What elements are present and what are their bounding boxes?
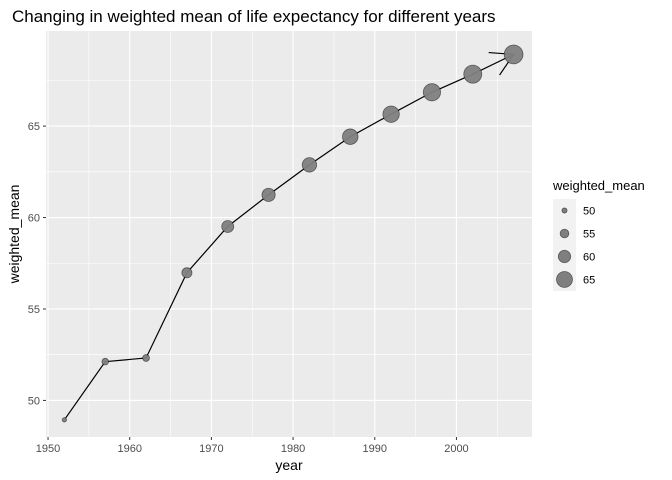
data-point <box>382 105 400 123</box>
legend-title: weighted_mean <box>552 178 645 193</box>
data-point <box>142 354 150 362</box>
legend-label: 55 <box>583 229 595 241</box>
x-tick-label: 1970 <box>199 443 223 455</box>
legend-label: 65 <box>583 275 595 287</box>
data-point <box>422 83 441 102</box>
legend-label: 50 <box>583 206 595 218</box>
legend-key-point <box>559 228 570 239</box>
series-layer <box>61 44 524 423</box>
data-point <box>221 220 235 233</box>
y-axis-title: weighted_mean <box>6 185 22 285</box>
x-tick-label: 1950 <box>36 443 60 455</box>
data-point <box>463 64 483 84</box>
data-point <box>61 417 67 423</box>
plot-panel <box>46 31 532 437</box>
x-tick-label: 1980 <box>281 443 305 455</box>
data-point <box>342 128 359 145</box>
data-point <box>301 157 318 173</box>
axis-ticks: 1950 1960 1970 1980 1990 2000 50 55 60 65 <box>28 121 469 455</box>
legend-key-point <box>557 249 572 264</box>
x-tick-label: 1990 <box>363 443 387 455</box>
data-point <box>503 44 524 65</box>
legend-label: 60 <box>583 252 595 264</box>
data-point <box>261 187 276 202</box>
legend-key-point <box>561 207 568 214</box>
legend-key-point <box>556 271 573 288</box>
major-gridlines <box>46 31 532 437</box>
y-tick-label: 65 <box>28 121 40 133</box>
data-point <box>101 357 109 366</box>
x-tick-label: 2000 <box>444 443 468 455</box>
y-tick-label: 50 <box>28 395 40 407</box>
data-point <box>181 267 193 279</box>
minor-gridlines <box>46 31 532 437</box>
y-tick-label: 60 <box>28 213 40 225</box>
legend: weighted_mean 50 55 60 65 <box>552 178 645 291</box>
y-tick-label: 55 <box>28 304 40 316</box>
chart-title: Changing in weighted mean of life expect… <box>12 7 496 26</box>
x-tick-label: 1960 <box>117 443 141 455</box>
x-axis-title: year <box>275 457 303 473</box>
